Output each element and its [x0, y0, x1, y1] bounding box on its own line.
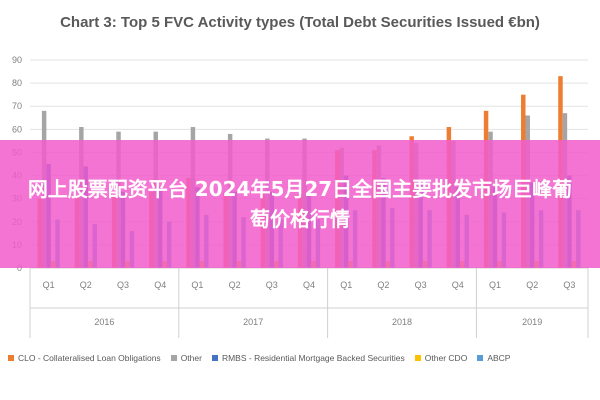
year-label: 2019 — [522, 317, 542, 327]
banner-text: 网上股票配资平台 2024年5月27日全国主要批发市场巨峰葡萄价格行情 — [27, 177, 573, 231]
legend-label: CLO - Collateralised Loan Obligations — [18, 353, 161, 363]
legend-label: RMBS - Residential Mortgage Backed Secur… — [221, 353, 405, 363]
legend-item: ABCP — [477, 353, 510, 363]
legend-swatch — [211, 355, 218, 361]
x-tick-label: Q4 — [303, 280, 315, 290]
legend-label: ABCP — [487, 353, 511, 363]
x-tick-label: Q2 — [377, 280, 389, 290]
x-tick-label: Q1 — [191, 280, 203, 290]
year-label: 2016 — [94, 317, 114, 327]
x-tick-label: Q1 — [340, 280, 352, 290]
x-tick-label: Q4 — [154, 280, 166, 290]
x-tick-label: Q3 — [563, 280, 575, 290]
legend-swatch — [170, 355, 177, 361]
x-tick-label: Q2 — [229, 280, 241, 290]
x-tick-label: Q1 — [489, 280, 501, 290]
x-tick-label: Q4 — [452, 280, 464, 290]
chart-legend: CLO - Collateralised Loan Obligations Oth… — [8, 351, 598, 365]
legend-item: Other — [170, 353, 202, 363]
legend-swatch — [477, 355, 484, 361]
overlay-banner[interactable]: 网上股票配资平台 2024年5月27日全国主要批发市场巨峰葡萄价格行情 — [0, 140, 600, 268]
chart-title: Chart 3: Top 5 FVC Activity types (Total… — [60, 14, 540, 31]
legend-swatch — [414, 355, 421, 361]
x-tick-label: Q3 — [117, 280, 129, 290]
x-tick-label: Q2 — [80, 280, 92, 290]
y-tick-label: 90 — [12, 55, 22, 65]
y-tick-label: 0 — [17, 263, 22, 273]
x-tick-label: Q2 — [526, 280, 538, 290]
year-label: 2017 — [243, 317, 263, 327]
x-tick-label: Q3 — [266, 280, 278, 290]
y-tick-label: 60 — [12, 124, 22, 134]
x-tick-label: Q3 — [415, 280, 427, 290]
legend-label: Other — [180, 353, 202, 363]
legend-item: RMBS - Residential Mortgage Backed Secur… — [211, 353, 405, 363]
legend-swatch — [8, 355, 14, 361]
y-tick-label: 80 — [12, 78, 22, 88]
legend-item: CLO - Collateralised Loan Obligations — [8, 353, 161, 363]
legend-item: Other CDO — [414, 353, 468, 363]
legend-label: Other CDO — [424, 353, 468, 363]
y-tick-label: 70 — [12, 101, 22, 111]
year-label: 2018 — [392, 317, 412, 327]
x-tick-label: Q1 — [43, 280, 55, 290]
